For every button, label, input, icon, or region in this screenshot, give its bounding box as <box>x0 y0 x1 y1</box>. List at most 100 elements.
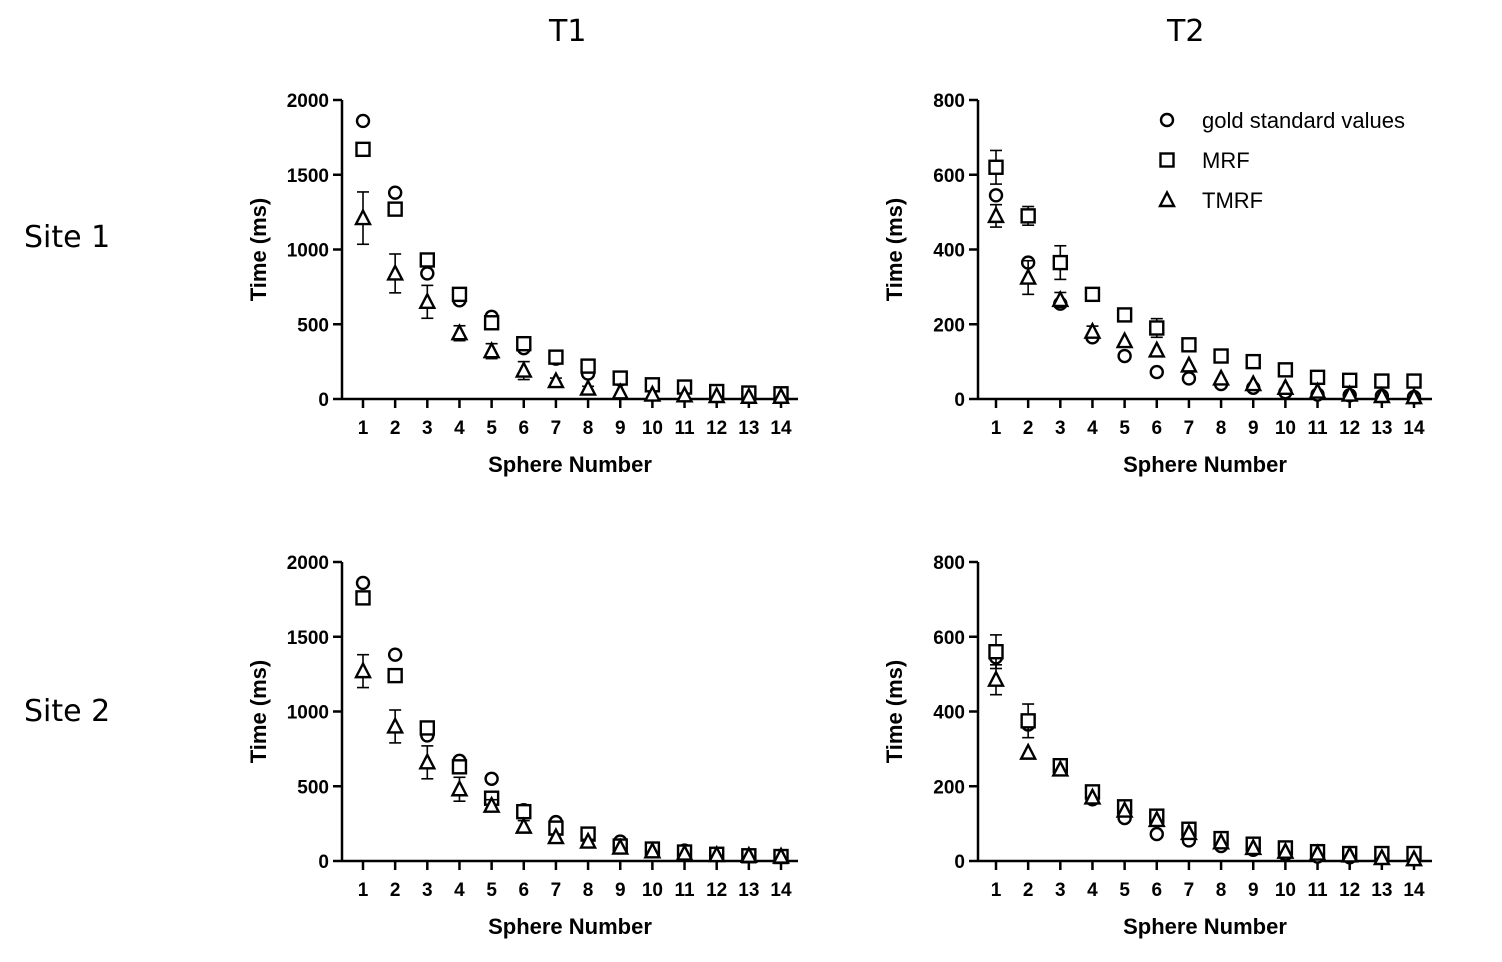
x-tick-label: 4 <box>454 418 465 439</box>
x-tick-label: 11 <box>1307 880 1328 901</box>
y-tick-label: 200 <box>933 315 965 336</box>
data-point-square <box>516 335 532 352</box>
y-tick-label: 1500 <box>287 628 329 649</box>
data-point-triangle <box>1244 373 1263 392</box>
data-point-square <box>1245 353 1261 370</box>
data-point-circle <box>420 266 435 281</box>
y-tick-label: 0 <box>954 852 965 873</box>
data-point-triangle <box>579 378 598 396</box>
data-point-triangle <box>450 323 469 341</box>
data-point-square <box>1020 208 1036 224</box>
y-tick-label: 800 <box>933 553 965 574</box>
y-tick-label: 500 <box>297 315 329 336</box>
data-point-circle <box>988 188 1004 203</box>
x-tick-label: 13 <box>738 418 759 439</box>
data-point-square <box>1374 373 1390 389</box>
x-tick-label: 2 <box>390 880 401 901</box>
data-point-triangle <box>707 844 726 863</box>
y-tick-label: 2000 <box>287 91 329 112</box>
data-point-circle <box>355 113 371 129</box>
data-point-square <box>419 252 436 268</box>
data-point-triangle <box>1308 381 1327 399</box>
data-point-triangle <box>354 661 372 679</box>
series-triangle <box>987 663 1423 867</box>
data-point-triangle <box>1276 377 1295 395</box>
x-tick-label: 5 <box>1119 880 1130 901</box>
y-tick-label: 200 <box>933 777 965 798</box>
x-axis-label: Sphere Number <box>1123 914 1287 939</box>
series-circle <box>988 188 1422 405</box>
x-tick-label: 8 <box>1216 418 1227 439</box>
x-tick-label: 14 <box>770 418 792 439</box>
data-point-triangle <box>546 826 565 845</box>
data-point-square <box>483 315 500 331</box>
row-label-site-1: Site 1 <box>24 220 111 255</box>
data-point-triangle <box>1115 800 1134 818</box>
data-point-square <box>1084 286 1101 303</box>
data-point-triangle <box>1405 387 1423 405</box>
x-tick-label: 4 <box>1087 880 1098 901</box>
data-point-circle <box>1149 364 1164 380</box>
x-tick-label: 4 <box>454 880 465 901</box>
data-point-triangle <box>1051 289 1070 308</box>
data-point-square <box>988 644 1004 660</box>
x-tick-label: 14 <box>1403 418 1425 439</box>
data-point-triangle <box>1372 385 1391 404</box>
data-point-triangle <box>1019 742 1038 760</box>
x-tick-label: 11 <box>1307 418 1328 439</box>
data-point-triangle <box>987 669 1005 687</box>
x-tick-label: 1 <box>358 418 369 439</box>
data-point-triangle <box>707 385 726 404</box>
y-axis-label: Time (ms) <box>882 660 907 764</box>
x-tick-label: 10 <box>1275 880 1296 901</box>
data-point-triangle <box>418 752 437 770</box>
y-tick-label: 400 <box>933 703 965 724</box>
data-point-circle <box>1117 348 1132 364</box>
x-tick-label: 3 <box>422 880 433 901</box>
data-point-triangle <box>643 384 662 402</box>
data-point-triangle <box>1276 841 1295 859</box>
data-point-triangle <box>514 816 533 834</box>
series-square <box>988 634 1422 862</box>
x-tick-label: 12 <box>706 418 727 439</box>
x-tick-label: 8 <box>583 880 594 901</box>
y-tick-label: 1000 <box>287 241 329 262</box>
row-label-site-2: Site 2 <box>24 694 111 729</box>
data-point-triangle <box>514 360 533 378</box>
y-tick-label: 600 <box>933 628 965 649</box>
data-point-square <box>451 286 468 303</box>
y-tick-label: 0 <box>318 852 329 873</box>
data-point-square <box>355 141 371 158</box>
legend-marker-circle <box>1159 112 1175 128</box>
x-tick-label: 2 <box>1023 418 1034 439</box>
x-tick-label: 14 <box>1403 880 1425 901</box>
x-tick-label: 5 <box>486 418 497 439</box>
data-point-triangle <box>772 386 790 404</box>
x-tick-label: 7 <box>1184 880 1195 901</box>
data-point-triangle <box>1244 837 1263 856</box>
data-point-triangle <box>1340 384 1359 402</box>
x-tick-label: 1 <box>358 880 369 901</box>
y-tick-label: 1500 <box>287 166 329 187</box>
x-tick-label: 11 <box>674 880 695 901</box>
y-tick-label: 400 <box>933 241 965 262</box>
x-tick-label: 14 <box>770 880 792 901</box>
x-tick-label: 5 <box>1119 418 1130 439</box>
data-point-square <box>1213 348 1229 364</box>
x-tick-label: 4 <box>1087 418 1098 439</box>
data-point-square <box>580 358 596 374</box>
data-point-triangle <box>643 841 662 859</box>
data-point-square <box>1406 373 1422 389</box>
data-point-triangle <box>739 386 758 404</box>
data-point-triangle <box>1372 847 1391 866</box>
series-triangle <box>987 203 1423 405</box>
data-point-triangle <box>482 795 501 813</box>
data-point-square <box>548 349 564 365</box>
x-tick-label: 9 <box>1248 418 1259 439</box>
data-point-triangle <box>354 207 372 226</box>
legend-label: gold standard values <box>1202 108 1405 133</box>
